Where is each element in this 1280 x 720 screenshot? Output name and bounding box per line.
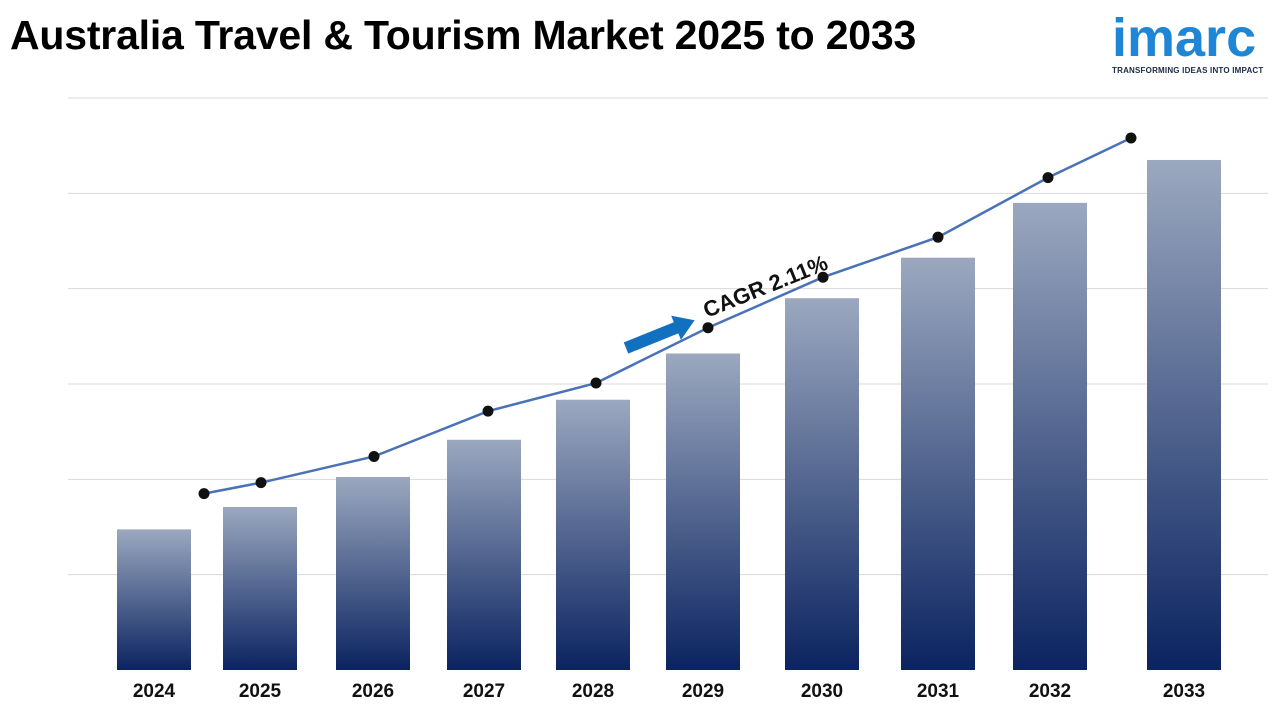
- x-tick-label: 2027: [463, 681, 505, 702]
- trend-point: [1042, 172, 1054, 184]
- trend-point: [1125, 132, 1137, 144]
- bar: [1147, 159, 1221, 670]
- x-tick-label: 2026: [352, 681, 394, 702]
- bar: [556, 399, 630, 670]
- x-tick-label: 2029: [682, 681, 724, 702]
- trend-line: [203, 136, 1132, 495]
- logo-wordmark: imarc: [1112, 8, 1257, 68]
- trend-line-group: [198, 132, 1137, 500]
- bar: [447, 439, 521, 670]
- x-tick-label: 2032: [1029, 681, 1071, 702]
- bar: [901, 257, 975, 670]
- cagr-arrow: [623, 315, 695, 354]
- bar: [666, 353, 740, 670]
- bars: [117, 159, 1221, 670]
- x-tick-label: 2030: [801, 681, 843, 702]
- imarc-logo: imarc TRANSFORMING IDEAS INTO IMPACT: [1108, 6, 1276, 78]
- x-tick-label: 2031: [917, 681, 960, 702]
- chart-title: Australia Travel & Tourism Market 2025 t…: [10, 12, 917, 58]
- bar: [785, 298, 859, 670]
- x-tick-labels: 2024 2025 2026 2027 2028 2029 2030 2031 2032 2033: [133, 681, 1205, 702]
- x-tick-label: 2033: [1163, 681, 1205, 702]
- logo-tagline: TRANSFORMING IDEAS INTO IMPACT: [1112, 66, 1264, 75]
- bar: [336, 476, 410, 670]
- trend-point: [932, 231, 944, 243]
- trend-point: [198, 488, 210, 500]
- bar: [223, 506, 297, 670]
- arrow-head: [671, 315, 695, 340]
- x-tick-label: 2024: [133, 681, 176, 702]
- trend-point: [590, 377, 602, 389]
- x-tick-label: 2025: [239, 681, 282, 702]
- arrow-shaft: [623, 321, 681, 354]
- trend-point: [482, 405, 494, 417]
- trend-point: [368, 450, 380, 462]
- trend-point: [817, 271, 829, 283]
- bar: [1013, 202, 1087, 670]
- trend-point: [255, 477, 267, 489]
- trend-point: [702, 322, 714, 334]
- bar: [117, 529, 191, 670]
- x-tick-label: 2028: [572, 681, 614, 702]
